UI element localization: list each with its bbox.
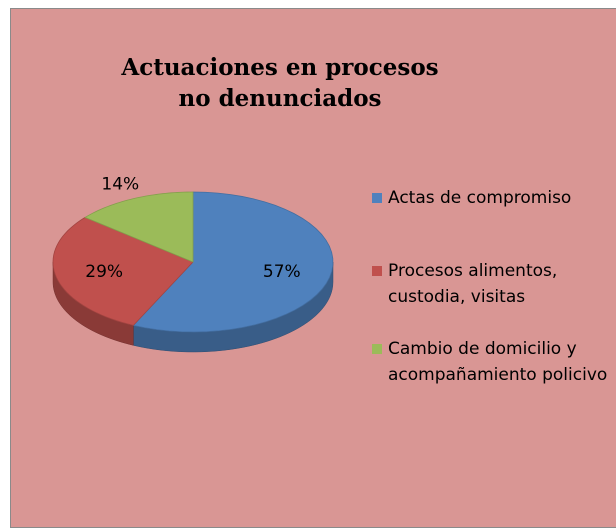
legend-entry: Cambio de domicilio y acompañamiento pol… (372, 336, 616, 388)
page: {"chart_data": {"type": "pie3d", "title"… (10, 8, 616, 528)
legend-label: Cambio de domicilio y acompañamiento pol… (388, 339, 608, 385)
legend-swatch (372, 266, 382, 276)
data-label: 14% (101, 175, 139, 195)
legend-entry: Procesos alimentos, custodia, visitas (372, 258, 616, 310)
legend-label: Procesos alimentos, custodia, visitas (388, 261, 558, 307)
legend-label: Actas de compromiso (388, 188, 572, 208)
slice (52, 216, 194, 326)
slice (84, 191, 194, 263)
data-label: 57% (263, 262, 301, 282)
slice (132, 191, 334, 333)
chart: 57% 29% 14% (52, 175, 334, 353)
data-label: 29% (85, 262, 123, 282)
legend-swatch (372, 344, 382, 354)
legend-swatch (372, 193, 382, 203)
legend-entry: Actas de compromiso (372, 185, 616, 211)
chart-title: Actuaciones en procesos no denunciados (121, 54, 439, 112)
